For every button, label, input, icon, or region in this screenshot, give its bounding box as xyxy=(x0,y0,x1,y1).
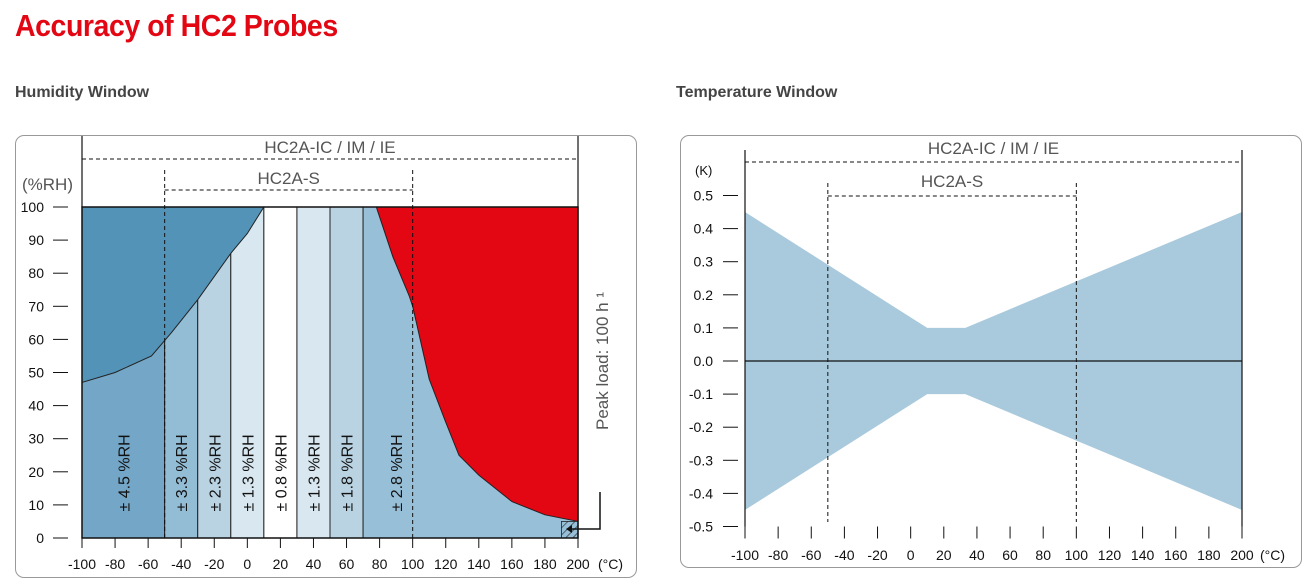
x-tick-label: 200 xyxy=(566,556,590,572)
arrow-icon xyxy=(566,525,572,533)
x-tick-label: 0 xyxy=(907,547,915,563)
x-tick-label: 100 xyxy=(1065,547,1089,563)
range-label-hc2a-ic: HC2A-IC / IM / IE xyxy=(928,139,1059,158)
x-tick-label: -20 xyxy=(867,547,887,563)
peak-load-label: Peak load: 100 h ¹ xyxy=(593,292,612,430)
x-tick-label: 20 xyxy=(273,556,289,572)
x-tick-label: 60 xyxy=(1002,547,1018,563)
x-tick-label: -100 xyxy=(68,556,96,572)
x-tick-label: 40 xyxy=(306,556,322,572)
x-tick-label: 120 xyxy=(1098,547,1122,563)
x-tick-label: 160 xyxy=(1164,547,1188,563)
y-tick-label: 100 xyxy=(21,199,45,215)
y-tick-label: 0.1 xyxy=(694,320,714,336)
accuracy-zone-3 xyxy=(230,206,265,539)
x-tick-label: 20 xyxy=(936,547,952,563)
y-tick-label: -0.5 xyxy=(689,519,713,535)
accuracy-label-6: ± 1.8 %RH xyxy=(340,434,357,511)
x-tick-label: 100 xyxy=(401,556,425,572)
range-label-hc2a-s: HC2A-S xyxy=(257,169,319,188)
x-tick-label: -80 xyxy=(768,547,788,563)
x-tick-label: 140 xyxy=(467,556,491,572)
x-tick-label: -20 xyxy=(204,556,224,572)
x-tick-label: 0 xyxy=(243,556,251,572)
page-title: Accuracy of HC2 Probes xyxy=(15,8,338,43)
range-label-hc2a-ic: HC2A-IC / IM / IE xyxy=(264,138,395,157)
y-tick-label: -0.1 xyxy=(689,386,713,402)
y-tick-label: 10 xyxy=(28,497,44,513)
humidity-window-title: Humidity Window xyxy=(15,84,150,101)
x-axis-unit: (°C) xyxy=(598,556,623,572)
y-tick-label: 40 xyxy=(28,398,44,414)
y-tick-label: 60 xyxy=(28,331,44,347)
x-tick-label: 40 xyxy=(969,547,985,563)
y-tick-label: 0.3 xyxy=(694,254,714,270)
y-tick-label: 90 xyxy=(28,232,44,248)
x-tick-label: 120 xyxy=(434,556,458,572)
accuracy-label-5: ± 1.3 %RH xyxy=(306,434,323,511)
accuracy-label-2: ± 2.3 %RH xyxy=(207,434,224,511)
accuracy-label-3: ± 1.3 %RH xyxy=(240,434,257,511)
y-tick-label: 0 xyxy=(36,530,44,546)
y-tick-label: 80 xyxy=(28,265,44,281)
accuracy-label-1: ± 3.3 %RH xyxy=(174,434,191,511)
range-label-hc2a-s: HC2A-S xyxy=(921,172,983,191)
accuracy-label-0: ± 4.5 %RH xyxy=(116,434,133,511)
y-tick-label: 50 xyxy=(28,365,44,381)
y-tick-label: 70 xyxy=(28,298,44,314)
x-tick-label: 140 xyxy=(1131,547,1155,563)
y-tick-label: 20 xyxy=(28,464,44,480)
y-tick-label: 0.2 xyxy=(694,287,714,303)
y-tick-label: -0.2 xyxy=(689,419,713,435)
x-tick-label: -40 xyxy=(171,556,191,572)
x-tick-label: 60 xyxy=(339,556,355,572)
x-axis-unit: (°C) xyxy=(1260,547,1285,563)
y-tick-label: 0.4 xyxy=(694,221,714,237)
y-tick-label: 30 xyxy=(28,431,44,447)
x-tick-label: -60 xyxy=(138,556,158,572)
y-tick-label: -0.3 xyxy=(689,452,713,468)
y-tick-label: 0.0 xyxy=(694,353,714,369)
y-tick-label: -0.4 xyxy=(689,485,713,501)
x-tick-label: 180 xyxy=(1197,547,1221,563)
x-tick-label: -80 xyxy=(105,556,125,572)
x-tick-label: -100 xyxy=(731,547,759,563)
accuracy-label-4: ± 0.8 %RH xyxy=(273,434,290,511)
x-tick-label: 80 xyxy=(1035,547,1051,563)
x-tick-label: 160 xyxy=(500,556,524,572)
y-axis-label: (K) xyxy=(695,163,712,178)
peak-load-pointer xyxy=(568,492,601,530)
x-tick-label: -40 xyxy=(834,547,854,563)
x-tick-label: 80 xyxy=(372,556,388,572)
x-tick-label: 200 xyxy=(1230,547,1254,563)
y-axis-label: (%RH) xyxy=(22,175,73,194)
x-tick-label: 180 xyxy=(533,556,557,572)
x-tick-label: -60 xyxy=(801,547,821,563)
temperature-window-title: Temperature Window xyxy=(676,84,838,101)
y-tick-label: 0.5 xyxy=(694,188,714,204)
accuracy-label-7: ± 2.8 %RH xyxy=(389,434,406,511)
